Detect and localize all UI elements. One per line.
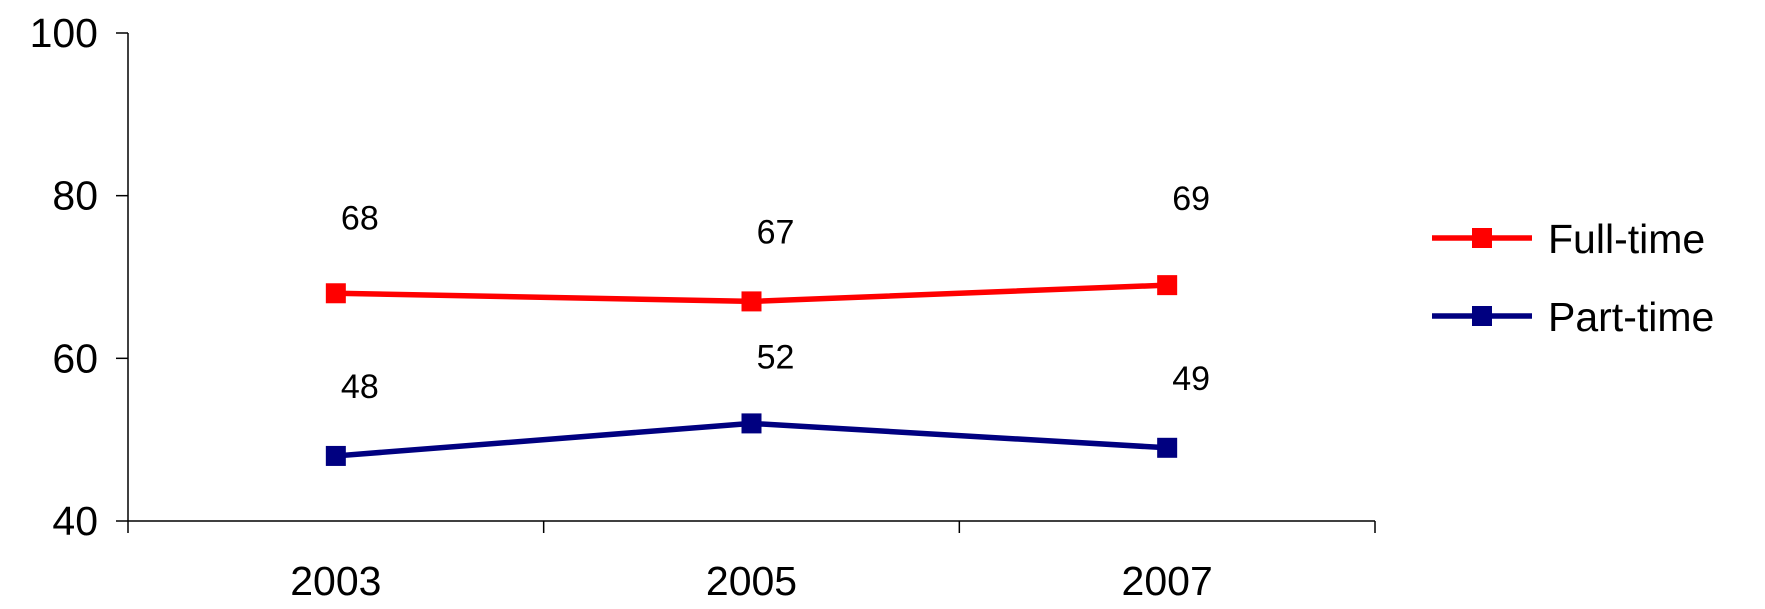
axes	[127, 33, 1375, 522]
data-label: 48	[341, 368, 379, 406]
x-axis-ticks: 2003 2005 2007	[127, 521, 1376, 604]
legend-label: Part-time	[1548, 294, 1714, 340]
data-point-marker	[1157, 437, 1178, 458]
data-label: 67	[757, 213, 795, 251]
x-tick-label: 2003	[290, 558, 381, 604]
data-point-marker	[741, 413, 762, 434]
legend-item: Full-time	[1432, 216, 1705, 262]
data-point-marker	[325, 283, 346, 304]
data-point-marker	[741, 291, 762, 312]
y-tick-label: 100	[30, 10, 98, 56]
series-full-time: 68 67 69	[325, 180, 1210, 312]
data-label: 52	[757, 338, 795, 376]
series-part-time: 48 52 49	[325, 338, 1210, 466]
data-point-marker	[1157, 275, 1178, 296]
legend-label: Full-time	[1548, 216, 1705, 262]
y-axis-ticks: 40 60 80 100	[30, 10, 128, 544]
x-tick-label: 2005	[706, 558, 797, 604]
data-label: 49	[1172, 360, 1210, 398]
legend-item: Part-time	[1432, 294, 1714, 340]
y-tick-label: 40	[52, 498, 98, 544]
series-layer: 68 67 69 48 52 49	[325, 180, 1210, 466]
y-tick-label: 80	[52, 173, 98, 219]
legend: Full-time Part-time	[1432, 216, 1714, 340]
x-tick-label: 2007	[1122, 558, 1213, 604]
legend-marker	[1472, 228, 1492, 248]
y-tick-label: 60	[52, 335, 98, 381]
data-point-marker	[325, 445, 346, 466]
data-label: 68	[341, 199, 379, 237]
legend-marker	[1472, 306, 1492, 326]
data-label: 69	[1172, 180, 1210, 218]
